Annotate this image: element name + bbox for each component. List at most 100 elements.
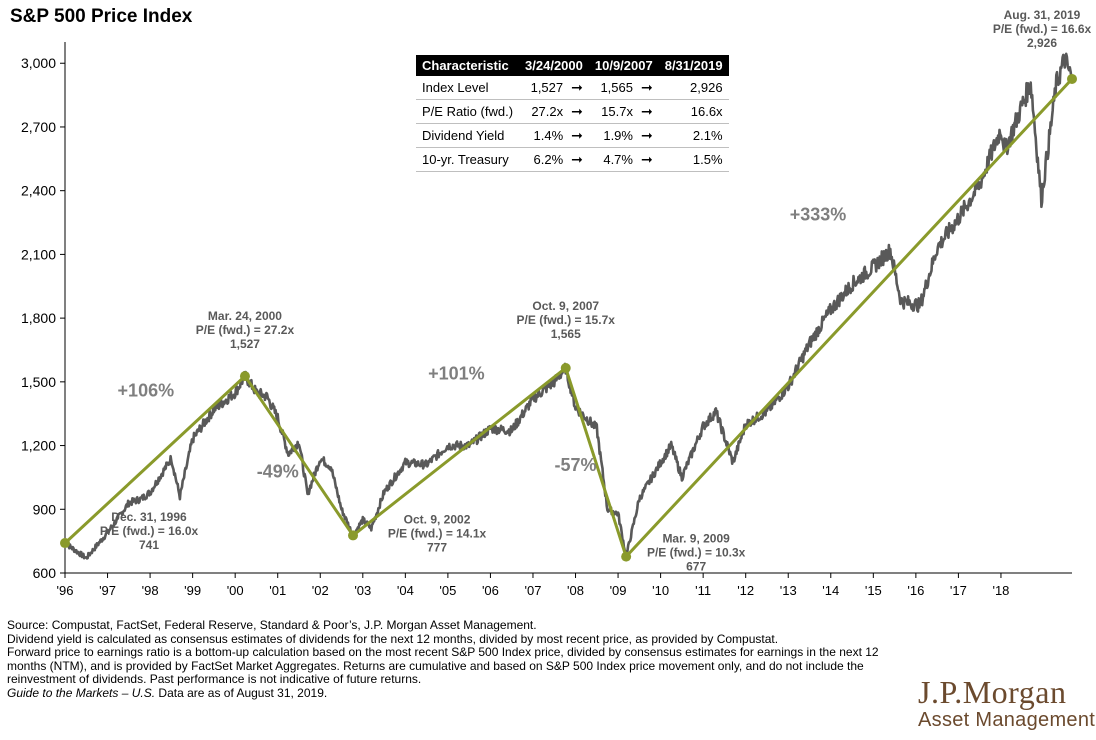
x-tick-label: '18 [992,583,1009,598]
table-header-date-2000: 3/24/2000 [519,55,589,76]
x-tick-label: '12 [737,583,754,598]
row-label: P/E Ratio (fwd.) [416,99,520,124]
logo-subtitle: Asset Management [918,709,1096,731]
row-label: 10-yr. Treasury [416,147,520,172]
cell-2007: 4.7% ➞ [588,147,659,172]
x-tick-label: '10 [652,583,669,598]
cell-2007: 1.9% ➞ [588,123,659,148]
table-row: 10-yr. Treasury 6.2% ➞ 4.7% ➞ 1.5% [416,147,729,172]
cell-2000: 1.4% ➞ [519,123,589,148]
percent-label: +333% [790,204,847,224]
trend-point [60,538,70,549]
annotation-text: Mar. 24, 2000 [208,309,282,323]
arrow-right-icon: ➞ [640,79,653,95]
trend-point [621,551,632,562]
guide-date: Data are as of August 31, 2019. [155,685,328,700]
y-tick-label: 3,000 [21,55,56,71]
table-header-date-2007: 10/9/2007 [588,55,659,76]
x-tick-label: '98 [142,583,159,598]
x-tick-label: '11 [695,583,711,598]
x-tick-label: '17 [950,583,967,598]
logo-wordmark: J.P.Morgan [918,674,1067,710]
index-series [64,52,1074,560]
y-tick-label: 1,800 [21,310,56,326]
annotation-text: Aug. 31, 2019 [1004,8,1081,22]
y-tick-label: 1,200 [21,438,56,454]
y-tick-label: 900 [33,501,57,517]
x-tick-label: '13 [780,583,797,598]
table-header-date-2019: 8/31/2019 [658,55,729,76]
x-tick-label: '06 [482,583,499,598]
annotation-text: 677 [686,560,706,574]
percent-change-labels: +106% -49% +101% -57% +333% [118,204,847,481]
percent-label: +106% [118,381,175,401]
annotation-text: Dec. 31, 1996 [111,510,187,524]
x-tick-label: '02 [312,583,329,598]
y-tick-label: 2,100 [21,246,56,262]
x-tick-label: '00 [227,583,244,598]
y-axis-ticks: 600 900 1,200 1,500 1,800 2,100 2,400 2,700 3,00… [21,55,65,581]
table-row: Index Level 1,527 ➞ 1,565 ➞ 2,926 [416,76,729,100]
trend-point [239,371,250,382]
trend-point [348,530,359,541]
annotation-text: P/E (fwd.) = 16.6x [993,22,1092,36]
table-header-characteristic: Characteristic [416,55,520,76]
x-axis-ticks: '96 '97 '98 '99 '00 '01 '02 '03 '04 '05 '06 '07 '08 '… [57,573,1009,598]
trend-line [63,77,1074,560]
trend-series [60,73,1077,562]
x-tick-label: '15 [865,583,882,598]
y-tick-label: 1,500 [21,374,56,390]
percent-label: -57% [555,455,597,475]
annotation-text: P/E (fwd.) = 10.3x [647,546,746,560]
y-tick-label: 2,400 [21,183,56,199]
jpmorgan-logo: J.P.Morgan Asset Management [918,676,1095,732]
annotation-text: P/E (fwd.) = 27.2x [196,323,295,337]
x-tick-label: '03 [354,583,371,598]
arrow-right-icon: ➞ [640,151,653,167]
annotation-text: 2,926 [1027,36,1057,50]
x-tick-label: '01 [269,583,286,598]
table-header-row: Characteristic 3/24/2000 10/9/2007 8/31/… [416,55,729,76]
characteristics-table: Characteristic 3/24/2000 10/9/2007 8/31/… [416,55,729,172]
x-tick-label: '14 [822,583,839,598]
annotation-text: Oct. 9, 2007 [532,299,599,313]
trend-point [560,363,571,374]
cell-2007: 15.7x ➞ [588,99,659,124]
y-tick-label: 2,700 [21,119,56,135]
annotation-text: P/E (fwd.) = 15.7x [517,313,616,327]
cell-2019: 2.1% [658,123,729,148]
annotation-text: 1,565 [551,327,581,341]
guide-title: Guide to the Markets – U.S. [7,685,156,700]
row-label: Index Level [416,76,520,100]
x-tick-label: '04 [397,583,414,598]
percent-label: -49% [257,461,299,481]
index-line [64,52,1074,560]
x-tick-label: '16 [907,583,924,598]
x-tick-label: '07 [524,583,541,598]
arrow-right-icon: ➞ [571,151,583,167]
arrow-right-icon: ➞ [571,127,583,143]
cell-2019: 16.6x [658,99,729,124]
arrow-right-icon: ➞ [571,103,583,119]
annotation-text: Oct. 9, 2002 [404,512,471,526]
footnote-dividend: Dividend yield is calculated as consensu… [7,631,779,646]
x-tick-label: '96 [57,583,74,598]
trend-point [1067,73,1077,84]
cell-2007: 1,565 ➞ [588,76,659,100]
footnote-source: Source: Compustat, FactSet, Federal Rese… [7,618,537,632]
annotation-text: P/E (fwd.) = 16.0x [100,524,199,538]
arrow-right-icon: ➞ [640,127,653,143]
x-tick-label: '99 [184,583,201,598]
table-row: P/E Ratio (fwd.) 27.2x ➞ 15.7x ➞ 16.6x [416,99,729,124]
cell-2000: 1,527 ➞ [519,76,589,100]
footnotes: Source: Compustat, FactSet, Federal Rese… [7,618,887,701]
arrow-right-icon: ➞ [640,103,653,119]
annotation-text: 741 [139,538,159,552]
footnote-forward-pe: Forward price to earnings ratio is a bot… [7,645,879,687]
cell-2000: 6.2% ➞ [519,147,589,172]
chart-title: S&P 500 Price Index [10,6,193,27]
cell-2019: 2,926 [658,76,729,100]
table-row: Dividend Yield 1.4% ➞ 1.9% ➞ 2.1% [416,123,729,148]
